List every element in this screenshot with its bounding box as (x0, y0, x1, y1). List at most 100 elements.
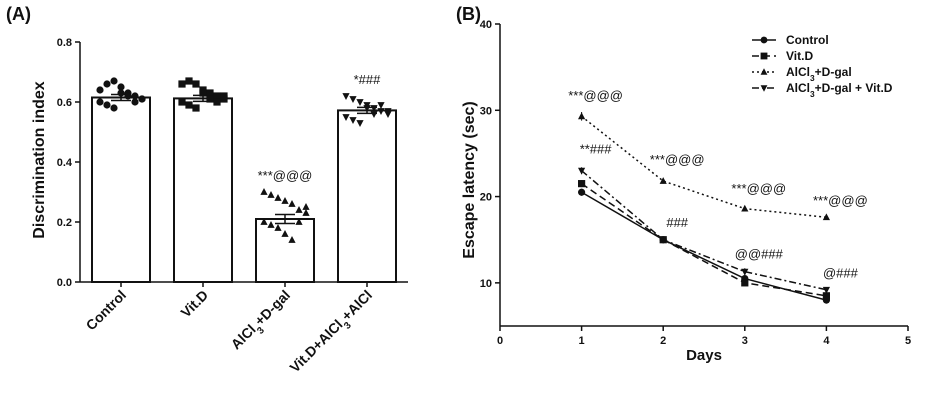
panel-b-data-point (741, 279, 749, 287)
panel-a-data-point (131, 92, 139, 100)
panel-b-y-tick-label: 10 (480, 278, 492, 290)
panel-b-y-tick-label: 30 (480, 105, 492, 117)
panel-a-data-point (274, 194, 282, 201)
panel-a-y-tick-label: 0.4 (57, 157, 73, 169)
panel-a-y-tick-label: 0.8 (57, 37, 72, 49)
panel-b-y-tick-label: 40 (480, 19, 492, 31)
panel-a-data-point (96, 98, 104, 106)
panel-a-data-point (295, 218, 303, 225)
panel-b-x-tick-label: 1 (579, 335, 585, 347)
panel-b-data-point (822, 213, 830, 221)
panel-b-data-point (578, 180, 586, 188)
panel-b-annotation: ### (666, 215, 688, 230)
panel-a-category-label: Vit.D (177, 287, 211, 321)
panel-a-annotation: *### (354, 72, 382, 87)
panel-a-data-point (342, 114, 350, 121)
panel-b-annotation: ***@@@ (813, 193, 868, 208)
panel-b-y-axis-label: Escape latency (sec) (461, 101, 478, 258)
legend-label: AlCl3+D-gal + Vit.D (786, 81, 893, 99)
panel-a-data-point (349, 96, 357, 103)
panel-a-data-point (213, 92, 221, 100)
panel-b-annotation: ***@@@ (731, 181, 786, 196)
panel-a-data-point (377, 102, 385, 109)
panel-b-data-point (822, 286, 830, 294)
panel-a-data-point (96, 86, 104, 94)
panel-a-data-point (110, 77, 118, 85)
panel-b-x-tick-label: 3 (742, 335, 748, 347)
legend-marker (760, 52, 768, 60)
panel-b-data-point (822, 292, 830, 300)
panel-a-data-point (267, 221, 275, 228)
panel-b-annotation: **### (580, 141, 613, 156)
panel-a-label: (A) (6, 4, 31, 24)
panel-a-data-point (185, 101, 193, 109)
panel-a-data-point (199, 89, 207, 97)
legend-label: AlCl3+D-gal (786, 65, 852, 83)
panel-b-annotation: @@### (735, 247, 784, 262)
legend-label: Control (786, 33, 829, 47)
panel-a-bar (255, 218, 315, 283)
panel-a-data-point (117, 83, 125, 91)
panel-a-data-point (206, 89, 214, 97)
panel-b-annotation: ***@@@ (650, 152, 705, 167)
panel-a-y-axis-label: Discrimination index (31, 81, 48, 238)
legend-marker (760, 85, 768, 92)
panel-a-category-label: Vit.D+AlCl3+AlCl (286, 287, 379, 380)
panel-b-x-tick-label: 2 (660, 335, 666, 347)
panel-b-series-line (581, 183, 827, 297)
panel-b-data-point (578, 167, 586, 175)
panel-b-x-axis-label: Days (686, 347, 722, 364)
panel-a-data-point (281, 230, 289, 237)
panel-a-data-point (178, 98, 186, 106)
panel-a-data-point (260, 218, 268, 225)
panel-a-data-point (342, 93, 350, 100)
panel-a-category-label: AlCl3+D-gal (228, 287, 297, 356)
panel-a-data-point (384, 108, 392, 115)
panel-a-data-point (370, 111, 378, 118)
panel-a-data-point (103, 101, 111, 109)
panel-b-series-line (581, 115, 827, 219)
panel-b-y-tick-label: 20 (480, 192, 492, 204)
panel-a-data-point (302, 209, 310, 216)
panel-a-bar (91, 96, 151, 283)
panel-a-data-point (213, 98, 221, 106)
panel-a-data-point (192, 104, 200, 112)
panel-a-data-point (349, 117, 357, 124)
panel-a-data-point (260, 188, 268, 195)
panel-a-data-point (288, 200, 296, 207)
panel-a-annotation: ***@@@ (258, 168, 313, 183)
panel-a-y-tick-label: 0.2 (57, 217, 72, 229)
panel-a-data-point (295, 206, 303, 213)
panel-a-data-point (356, 99, 364, 106)
panel-a-data-point (192, 80, 200, 88)
legend-label: Vit.D (786, 49, 813, 63)
panel-b-data-point (741, 204, 749, 212)
panel-b-x-tick-label: 4 (823, 335, 830, 347)
panel-b-data-point (659, 236, 667, 244)
panel-a-data-point (281, 197, 289, 204)
panel-b-data-point (578, 112, 586, 120)
panel-a-data-point (356, 120, 364, 127)
panel-a-data-point (178, 80, 186, 88)
panel-a-data-point (377, 108, 385, 115)
panel-a-data-point (131, 98, 139, 106)
panel-b-data-point (659, 177, 667, 184)
panel-a-bar (173, 97, 233, 284)
panel-a-data-point (302, 203, 310, 210)
legend-marker (760, 68, 768, 75)
panel-b-data-point (741, 268, 749, 276)
legend-marker (760, 36, 768, 44)
panel-a-y-tick-label: 0.6 (57, 97, 72, 109)
panel-a-bar (337, 109, 397, 284)
panel-a-data-point (363, 105, 371, 112)
panel-a-data-point (103, 80, 111, 88)
panel-a-data-point (267, 191, 275, 198)
panel-b-series-line (581, 170, 827, 291)
panel-a-category-label: Control (83, 287, 130, 334)
panel-b-annotation: @### (823, 266, 859, 281)
panel-b-label: (B) (456, 4, 481, 24)
panel-a-y-tick-label: 0.0 (57, 277, 72, 289)
panel-a-data-point (220, 92, 228, 100)
